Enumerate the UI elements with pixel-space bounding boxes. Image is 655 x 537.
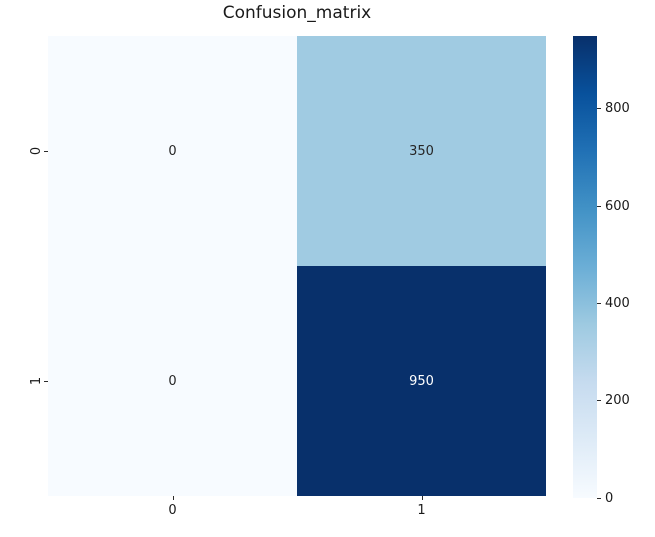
colorbar-tick-mark xyxy=(597,497,601,499)
x-tick-mark xyxy=(421,496,423,500)
cell-annotation: 0 xyxy=(168,143,177,159)
colorbar-tick-label: 600 xyxy=(605,198,630,214)
heatmap-grid: 0 350 0 950 xyxy=(48,36,546,496)
y-tick-label: 1 xyxy=(28,376,44,386)
cell-annotation: 950 xyxy=(409,373,434,389)
y-axis: 0 1 xyxy=(0,36,48,496)
y-tick-mark xyxy=(44,381,48,382)
heatmap-cell-r1c1: 950 xyxy=(297,266,546,496)
y-tick-mark xyxy=(44,151,48,152)
colorbar-tick-label: 0 xyxy=(605,490,614,506)
heatmap-cell-r0c1: 350 xyxy=(297,36,546,266)
chart-title: Confusion_matrix xyxy=(222,3,372,23)
colorbar-tick-mark xyxy=(597,302,601,304)
x-tick-label: 1 xyxy=(417,503,426,518)
x-tick-mark xyxy=(172,496,174,500)
cell-annotation: 350 xyxy=(409,143,434,159)
colorbar: 0 200 400 600 800 xyxy=(573,36,630,506)
cell-annotation: 0 xyxy=(168,373,177,389)
colorbar-gradient xyxy=(573,36,597,498)
heatmap-cell-r1c0: 0 xyxy=(48,266,297,496)
colorbar-tick-label: 400 xyxy=(605,295,630,311)
y-tick-label: 0 xyxy=(28,146,44,156)
colorbar-tick-label: 200 xyxy=(605,393,630,409)
colorbar-tick-mark xyxy=(597,205,601,207)
colorbar-tick-mark xyxy=(597,108,601,110)
heatmap-cell-r0c0: 0 xyxy=(48,36,297,266)
colorbar-tick-label: 800 xyxy=(605,101,630,117)
colorbar-tick-mark xyxy=(597,400,601,402)
x-tick-label: 0 xyxy=(168,503,177,518)
x-axis: 0 1 xyxy=(48,496,546,526)
